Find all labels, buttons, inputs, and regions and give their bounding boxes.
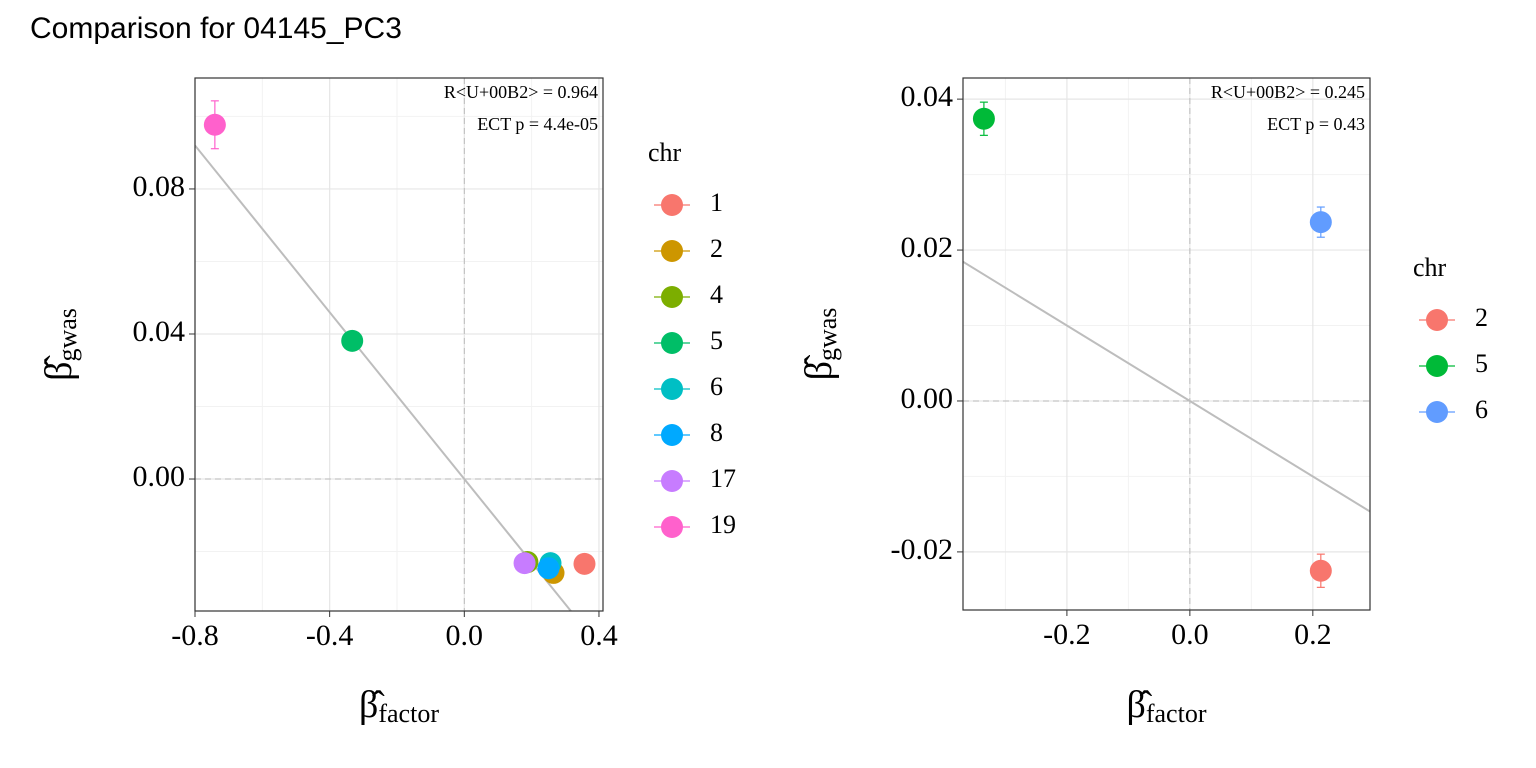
legend-label: 5	[710, 326, 723, 355]
legend-label: 6	[710, 372, 723, 401]
x-axis-subscript: factor	[378, 699, 439, 728]
legend-key	[1426, 355, 1448, 377]
x-axis-label: β̂factor	[359, 684, 439, 728]
page-title: Comparison for 04145_PC3	[30, 12, 402, 45]
x-tick-label: 0.0	[1171, 618, 1209, 651]
plot-background	[963, 78, 1370, 610]
trend-line	[963, 260, 1370, 513]
annotation: ECT p = 4.4e-05	[477, 114, 598, 134]
legend-key	[661, 378, 683, 400]
plot-border	[962, 77, 1371, 611]
legend-title: chr	[648, 138, 682, 167]
panel: -0.8 -0.4 0.0 0.4 0.00 0.04 0.08 1 2 4 5 6 8 17 19 chr R…	[38, 77, 736, 728]
legend-label: 4	[710, 280, 723, 309]
y-tick-label: 0.04	[901, 80, 954, 113]
point	[203, 113, 226, 136]
legend-key	[661, 286, 683, 308]
legend-key	[661, 332, 683, 354]
x-tick-label: 0.4	[580, 619, 618, 652]
legend-label: 19	[710, 510, 736, 539]
legend-key	[1426, 309, 1448, 331]
y-axis-subscript: gwas	[813, 308, 842, 361]
point	[972, 107, 995, 130]
legend-key	[661, 424, 683, 446]
y-tick-label: 0.00	[133, 460, 186, 493]
annotation: R<U+00B2> = 0.245	[1211, 82, 1365, 102]
legend-label: 5	[1475, 349, 1488, 378]
plot-background	[195, 78, 603, 611]
legend-label: 2	[1475, 303, 1488, 332]
y-tick-label: 0.04	[133, 315, 186, 348]
point	[537, 557, 560, 580]
point	[573, 552, 596, 575]
point	[1309, 211, 1332, 234]
legend-label: 8	[710, 418, 723, 447]
x-tick-label: 0.2	[1294, 618, 1332, 651]
x-axis-label: β̂factor	[1127, 684, 1207, 728]
annotation: ECT p = 0.43	[1267, 114, 1365, 134]
y-tick-label: 0.08	[133, 170, 186, 203]
legend-key	[661, 516, 683, 538]
legend-title: chr	[1413, 253, 1447, 282]
annotation: R<U+00B2> = 0.964	[444, 82, 598, 102]
x-tick-label: -0.2	[1043, 618, 1091, 651]
y-axis-label: β̂gwas	[38, 308, 82, 381]
point	[341, 329, 364, 352]
legend-label: 2	[710, 234, 723, 263]
legend-key	[661, 194, 683, 216]
legend-label: 1	[710, 188, 723, 217]
plot-border	[194, 77, 604, 612]
point	[1309, 559, 1332, 582]
point	[513, 552, 536, 575]
legend-key	[1426, 401, 1448, 423]
y-axis-label: β̂gwas	[798, 308, 842, 381]
x-tick-label: -0.4	[306, 619, 354, 652]
y-tick-label: -0.02	[891, 533, 954, 566]
x-tick-label: 0.0	[446, 619, 484, 652]
x-tick-label: -0.8	[171, 619, 219, 652]
y-axis-subscript: gwas	[53, 308, 82, 361]
legend-label: 17	[710, 464, 736, 493]
legend-key	[661, 470, 683, 492]
y-tick-label: 0.00	[901, 382, 954, 415]
legend-key	[661, 240, 683, 262]
panel: -0.2 0.0 0.2 -0.02 0.00 0.02 0.04 2 5 6 chr R<U+00B…	[798, 77, 1488, 728]
y-tick-label: 0.02	[901, 231, 954, 264]
legend-label: 6	[1475, 395, 1488, 424]
x-axis-subscript: factor	[1146, 699, 1207, 728]
